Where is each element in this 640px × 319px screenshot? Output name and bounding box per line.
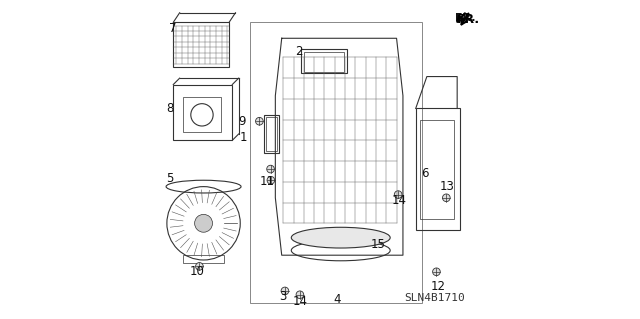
Bar bbox=[173, 85, 232, 140]
Text: 13: 13 bbox=[440, 180, 454, 193]
Text: 6: 6 bbox=[422, 167, 429, 180]
Bar bbox=[301, 49, 347, 73]
Text: 9: 9 bbox=[239, 115, 246, 128]
Bar bbox=[266, 117, 277, 151]
Text: 7: 7 bbox=[169, 22, 177, 35]
Text: 1: 1 bbox=[240, 131, 247, 144]
Text: SLN4B1710: SLN4B1710 bbox=[404, 293, 465, 303]
Text: 12: 12 bbox=[431, 280, 445, 293]
Circle shape bbox=[296, 291, 304, 299]
Circle shape bbox=[433, 268, 440, 276]
Ellipse shape bbox=[291, 227, 390, 248]
Bar bbox=[250, 22, 422, 303]
Bar bbox=[184, 255, 224, 263]
Text: 8: 8 bbox=[166, 102, 173, 115]
Text: 4: 4 bbox=[334, 293, 341, 306]
Circle shape bbox=[281, 287, 289, 295]
Bar bbox=[420, 120, 454, 219]
Bar bbox=[304, 52, 344, 72]
Circle shape bbox=[442, 194, 450, 202]
Circle shape bbox=[267, 165, 275, 173]
Text: 10: 10 bbox=[189, 265, 205, 278]
Circle shape bbox=[195, 214, 212, 232]
Bar bbox=[183, 97, 221, 132]
Circle shape bbox=[394, 191, 402, 198]
Text: 14: 14 bbox=[292, 295, 308, 308]
Text: 14: 14 bbox=[392, 195, 406, 207]
Circle shape bbox=[255, 117, 263, 125]
Bar bbox=[416, 108, 460, 230]
Bar bbox=[173, 22, 229, 67]
Text: 2: 2 bbox=[295, 45, 302, 57]
Text: FR.: FR. bbox=[457, 13, 480, 26]
Text: 15: 15 bbox=[371, 238, 385, 250]
Circle shape bbox=[267, 176, 275, 184]
Circle shape bbox=[196, 263, 204, 270]
Bar bbox=[264, 115, 278, 153]
Text: 11: 11 bbox=[259, 175, 274, 188]
Text: 5: 5 bbox=[166, 172, 173, 185]
Text: FR.: FR. bbox=[455, 12, 476, 23]
Text: 3: 3 bbox=[280, 290, 287, 302]
